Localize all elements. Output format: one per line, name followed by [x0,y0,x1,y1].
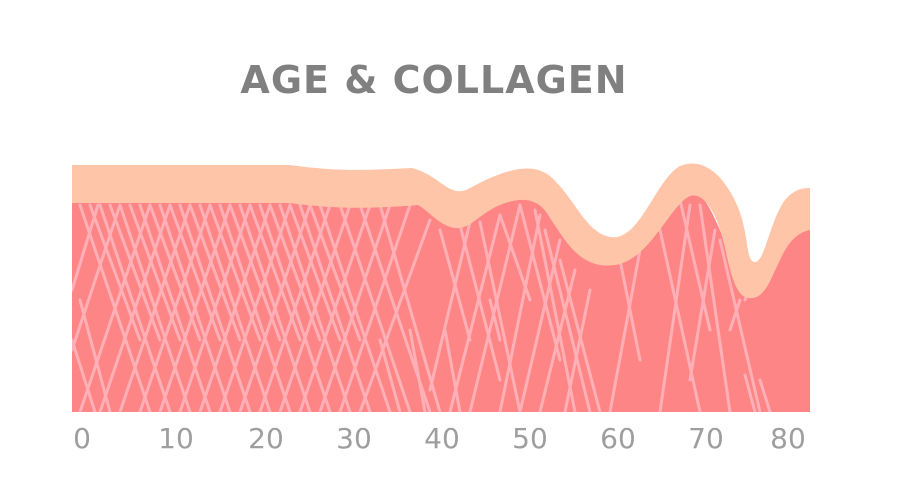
age-label-0: 0 [73,422,91,455]
age-label-10: 10 [158,422,194,455]
diagram-title: AGE & COLLAGEN [240,58,628,102]
age-axis: 0 10 20 30 40 50 60 70 80 [0,422,900,462]
age-label-60: 60 [600,422,636,455]
age-label-30: 30 [336,422,372,455]
age-label-50: 50 [512,422,548,455]
collagen-fibers [72,198,772,412]
age-label-20: 20 [248,422,284,455]
age-label-40: 40 [424,422,460,455]
age-label-80: 80 [770,422,806,455]
age-label-70: 70 [688,422,724,455]
epidermis-layer [72,163,810,299]
